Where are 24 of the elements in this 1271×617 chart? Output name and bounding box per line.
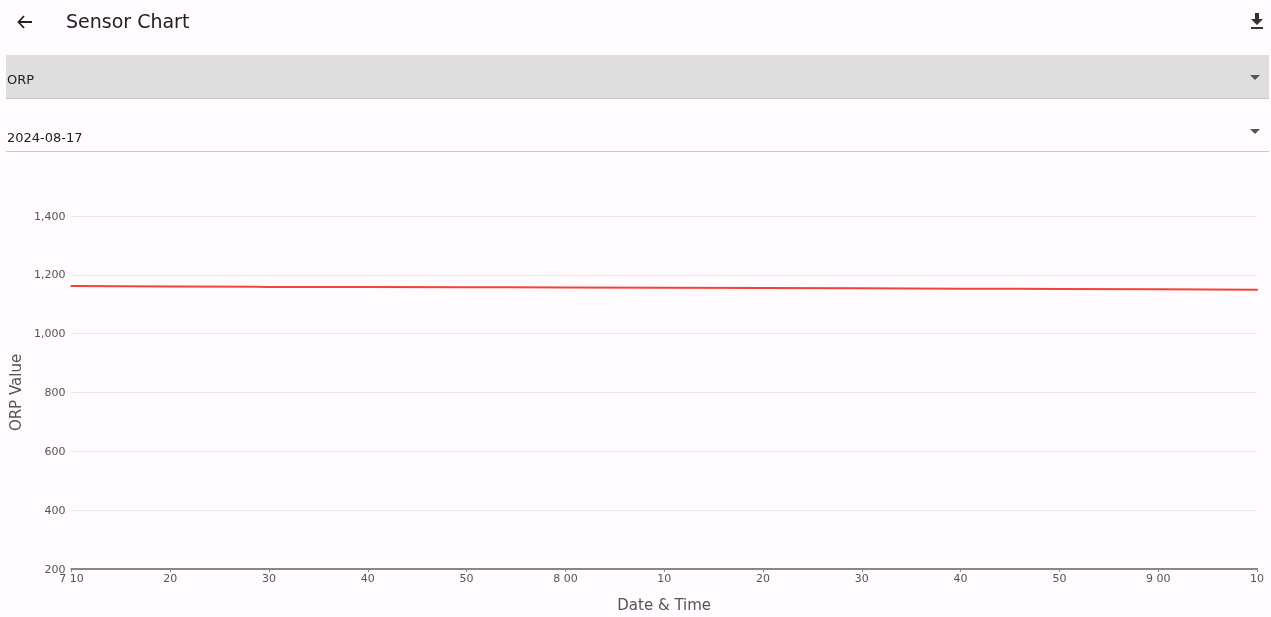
x-tick-label: 30: [854, 572, 869, 585]
x-tick-label: 40: [360, 572, 375, 585]
text: ORP: [7, 72, 35, 87]
y-axis-title: ORP Value: [6, 353, 25, 432]
y-tick-label: 1,400: [33, 209, 66, 223]
x-tick-label: 9 00: [1145, 572, 1171, 585]
y-tick-label: 800: [44, 386, 66, 399]
x-tick-label: 50: [1052, 572, 1067, 585]
text: 2024-08-17: [7, 130, 83, 145]
x-tick-label: 40: [953, 572, 968, 585]
x-axis-title: Date & Time: [617, 595, 712, 614]
x-tick-label: 50: [459, 572, 474, 585]
x-tick-label: 20: [756, 572, 770, 585]
x-tick-label: 10: [1250, 572, 1264, 585]
y-tick-label: 400: [44, 503, 66, 517]
x-tick-label: 30: [261, 572, 276, 585]
y-tick-label: 1,200: [33, 268, 66, 282]
x-tick-label: 8 00: [553, 572, 578, 585]
chart-title: Sensor Chart: [66, 10, 190, 32]
x-tick-label: 20: [163, 572, 178, 585]
x-tick-label: 7 10: [59, 572, 84, 585]
y-tick-label: 600: [44, 444, 66, 458]
y-tick-label: 1,000: [33, 327, 66, 341]
x-tick-label: 10: [657, 572, 672, 585]
